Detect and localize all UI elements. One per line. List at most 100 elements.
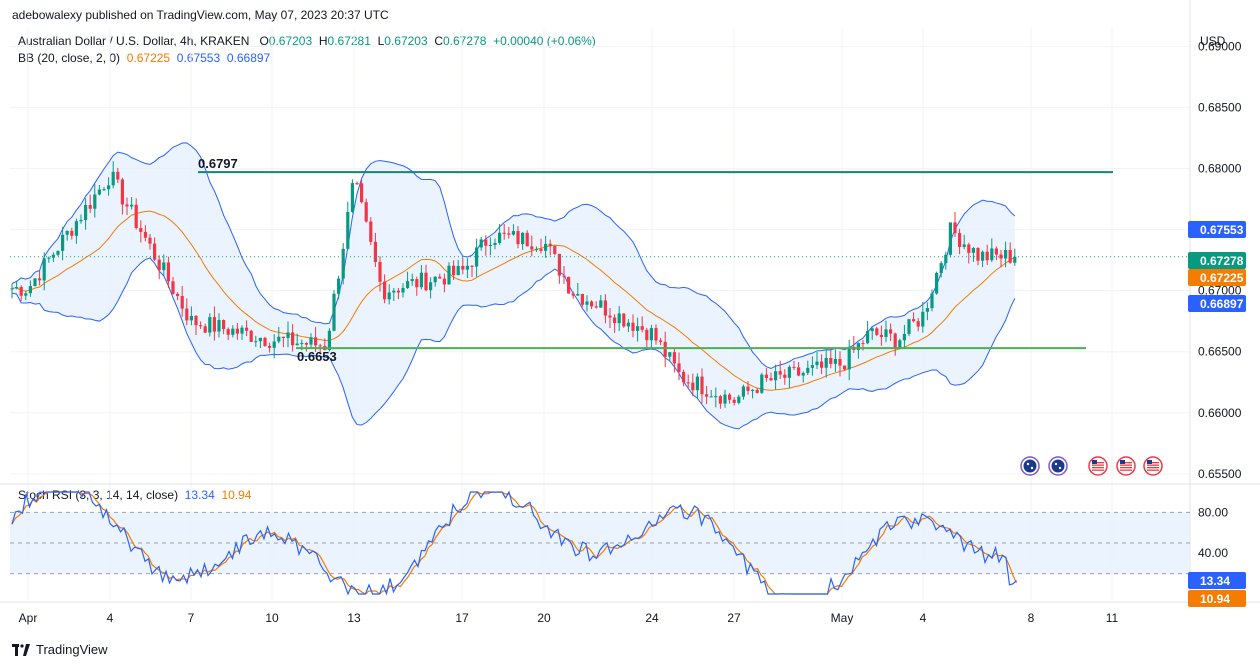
brand[interactable]: TradingView xyxy=(12,642,108,657)
candle-body xyxy=(438,276,442,279)
time-tick: 13 xyxy=(347,611,361,625)
candle-body xyxy=(778,371,782,375)
candle-body xyxy=(318,345,322,347)
candle-body xyxy=(28,285,32,294)
candle-body xyxy=(452,265,456,276)
candle-body xyxy=(493,242,497,246)
icon-stripe xyxy=(1147,464,1159,466)
candle-body xyxy=(677,363,681,372)
candle-body xyxy=(783,374,787,378)
candle-body xyxy=(383,281,387,300)
candle-body xyxy=(97,189,101,195)
candle-body xyxy=(442,278,446,285)
symbol-name[interactable]: Australian Dollar / U.S. Dollar, 4h, KRA… xyxy=(18,34,250,48)
rsi-tick: 40.00 xyxy=(1198,546,1228,560)
candle-body xyxy=(640,326,644,330)
candle-body xyxy=(1013,256,1017,263)
time-tick: 17 xyxy=(455,611,469,625)
candle-body xyxy=(866,331,870,344)
support-resistance-levels[interactable]: 0.6797 0.6653 xyxy=(198,156,1113,364)
candle-body xyxy=(240,327,244,334)
candle-body xyxy=(332,293,336,331)
candle-body xyxy=(245,327,249,331)
candle-body xyxy=(235,328,239,334)
us-flag-icon[interactable] xyxy=(1116,456,1136,476)
candle-body xyxy=(70,230,74,236)
candle-body xyxy=(176,293,180,297)
symbol-legend: Australian Dollar / U.S. Dollar, 4h, KRA… xyxy=(18,34,596,48)
candle-body xyxy=(663,341,667,357)
time-tick: May xyxy=(831,611,854,625)
candle-body xyxy=(42,258,46,281)
price-badge-text: 0.67553 xyxy=(1200,223,1244,237)
time-tick: 11 xyxy=(1106,611,1119,625)
candle-body xyxy=(33,278,37,286)
candle-body xyxy=(272,341,276,348)
price-axis[interactable]: 0.690000.685000.680000.675000.670000.665… xyxy=(1188,39,1246,481)
icon-stripe xyxy=(1092,467,1104,469)
time-tick: 7 xyxy=(188,611,195,625)
candle-body xyxy=(815,361,819,366)
candle-body xyxy=(171,281,175,294)
candle-body xyxy=(212,317,216,332)
bb-lower-value: 0.66897 xyxy=(226,51,271,65)
candle-body xyxy=(714,396,718,398)
candle-body xyxy=(682,371,686,383)
candle-body xyxy=(475,247,479,267)
candle-body xyxy=(38,278,42,281)
icon-stripe xyxy=(1147,467,1159,469)
candle-body xyxy=(488,245,492,247)
tradingview-logo-icon xyxy=(12,643,30,656)
icon-star xyxy=(1054,462,1058,466)
candle-body xyxy=(433,276,437,283)
candle-body xyxy=(268,345,272,348)
us-flag-icon[interactable] xyxy=(1143,456,1163,476)
candle-body xyxy=(249,330,253,342)
time-tick: 20 xyxy=(537,611,551,625)
rsi-d-value: 10.94 xyxy=(221,488,252,502)
event-icons[interactable] xyxy=(1020,456,1163,476)
bb-label[interactable]: BB (20, close, 2, 0) xyxy=(18,51,121,65)
us-flag-icon[interactable] xyxy=(1088,456,1108,476)
candle-body xyxy=(806,367,810,373)
candle-body xyxy=(861,343,865,345)
candle-body xyxy=(548,243,552,247)
candle-body xyxy=(401,287,405,293)
candle-body xyxy=(617,313,621,324)
candle-body xyxy=(373,241,377,262)
close-label: C xyxy=(434,34,443,48)
candle-body xyxy=(203,326,207,333)
bb-legend: BB (20, close, 2, 0) 0.67225 0.67553 0.6… xyxy=(18,51,270,65)
price-tick: 0.65500 xyxy=(1198,467,1242,481)
candle-body xyxy=(291,332,295,346)
candle-body xyxy=(56,250,60,255)
icon-stripe xyxy=(1092,464,1104,466)
candle-body xyxy=(470,265,474,267)
candle-body xyxy=(944,254,948,264)
candle-body xyxy=(148,237,152,244)
candle-body xyxy=(590,301,594,307)
australia-flag-icon[interactable] xyxy=(1020,456,1040,476)
candle-body xyxy=(553,246,557,254)
candle-body xyxy=(314,337,318,346)
icon-stripe xyxy=(1147,462,1159,464)
brand-name: TradingView xyxy=(36,642,108,657)
time-axis[interactable]: Apr 4 7 10 13 17 20 24 27 May 4 8 11 xyxy=(19,611,1119,625)
price-badge-text: 0.66897 xyxy=(1200,297,1244,311)
candle-body xyxy=(461,265,465,270)
open-value: 0.67203 xyxy=(268,34,313,48)
candle-body xyxy=(254,341,258,343)
candle-body xyxy=(392,290,396,293)
candle-body xyxy=(525,232,529,247)
candle-body xyxy=(571,293,575,296)
bb-lower-line xyxy=(11,257,1016,430)
candle-body xyxy=(139,228,143,232)
candle-body xyxy=(912,319,916,322)
candle-body xyxy=(107,185,111,190)
price-tick: 0.67000 xyxy=(1198,284,1242,298)
candle-body xyxy=(185,308,189,321)
candle-body xyxy=(295,343,299,346)
candle-body xyxy=(930,293,934,309)
australia-flag-icon[interactable] xyxy=(1048,456,1068,476)
